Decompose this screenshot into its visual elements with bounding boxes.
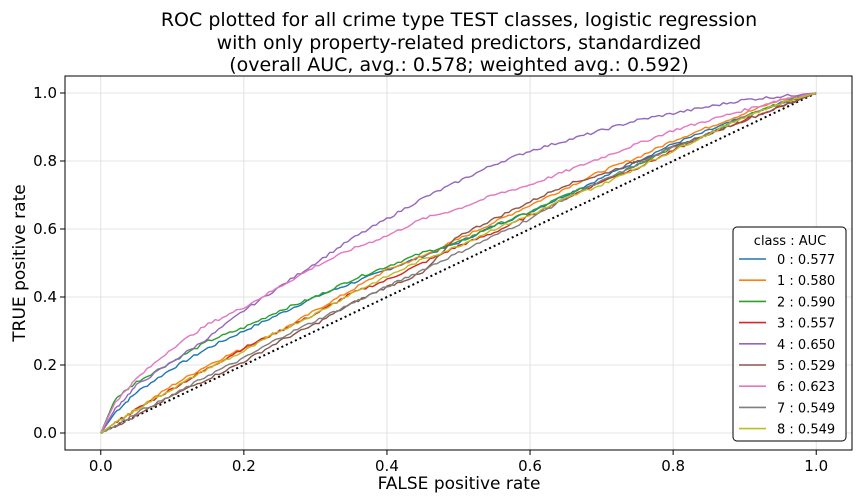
legend-label-7: 7 : 0.549 xyxy=(777,401,835,416)
y-tick-label: 0.8 xyxy=(33,152,57,170)
legend-label-1: 1 : 0.580 xyxy=(777,274,835,289)
y-tick-label: 0.6 xyxy=(33,220,57,238)
legend-label-5: 5 : 0.529 xyxy=(777,359,835,374)
chart-title-line-1: ROC plotted for all crime type TEST clas… xyxy=(161,9,757,31)
plot-frame xyxy=(64,75,853,451)
legend: class : AUC 0 : 0.577 1 : 0.580 2 : 0.590 3… xyxy=(732,226,847,442)
y-axis-label: TRUE positive rate xyxy=(10,184,30,342)
legend-label-0: 0 : 0.577 xyxy=(777,253,835,268)
chart-title-line-2: with only property-related predictors, s… xyxy=(217,32,702,54)
x-tick-label: 0.0 xyxy=(89,457,113,475)
legend-label-6: 6 : 0.623 xyxy=(777,380,835,395)
series-line-6 xyxy=(100,92,817,434)
x-tick-label: 1.0 xyxy=(804,457,828,475)
reference-diagonal xyxy=(100,92,817,434)
chart-title-line-3: (overall AUC, avg.: 0.578; weighted avg.… xyxy=(229,54,689,76)
x-axis-ticks: 0.0 0.2 0.4 0.6 0.8 1.0 xyxy=(89,450,828,475)
y-tick-label: 1.0 xyxy=(33,84,57,102)
x-tick-label: 0.2 xyxy=(232,457,256,475)
x-tick-label: 0.6 xyxy=(518,457,542,475)
legend-label-4: 4 : 0.650 xyxy=(777,338,835,353)
series-line-8 xyxy=(100,92,817,434)
y-axis-ticks: 0.0 0.2 0.4 0.6 0.8 1.0 xyxy=(33,84,65,442)
series-lines xyxy=(100,92,817,434)
y-tick-label: 0.2 xyxy=(33,356,57,374)
legend-title: class : AUC xyxy=(754,234,826,249)
reference-diagonal-line xyxy=(100,92,817,434)
legend-label-2: 2 : 0.590 xyxy=(777,295,835,310)
x-axis-label: FALSE positive rate xyxy=(378,474,541,494)
legend-label-3: 3 : 0.557 xyxy=(777,317,835,332)
x-tick-label: 0.8 xyxy=(661,457,685,475)
series-line-7 xyxy=(100,92,817,434)
x-tick-label: 0.4 xyxy=(375,457,399,475)
series-line-4 xyxy=(100,92,817,434)
legend-label-8: 8 : 0.549 xyxy=(777,423,835,438)
y-tick-label: 0.4 xyxy=(33,288,57,306)
y-tick-label: 0.0 xyxy=(33,424,57,442)
